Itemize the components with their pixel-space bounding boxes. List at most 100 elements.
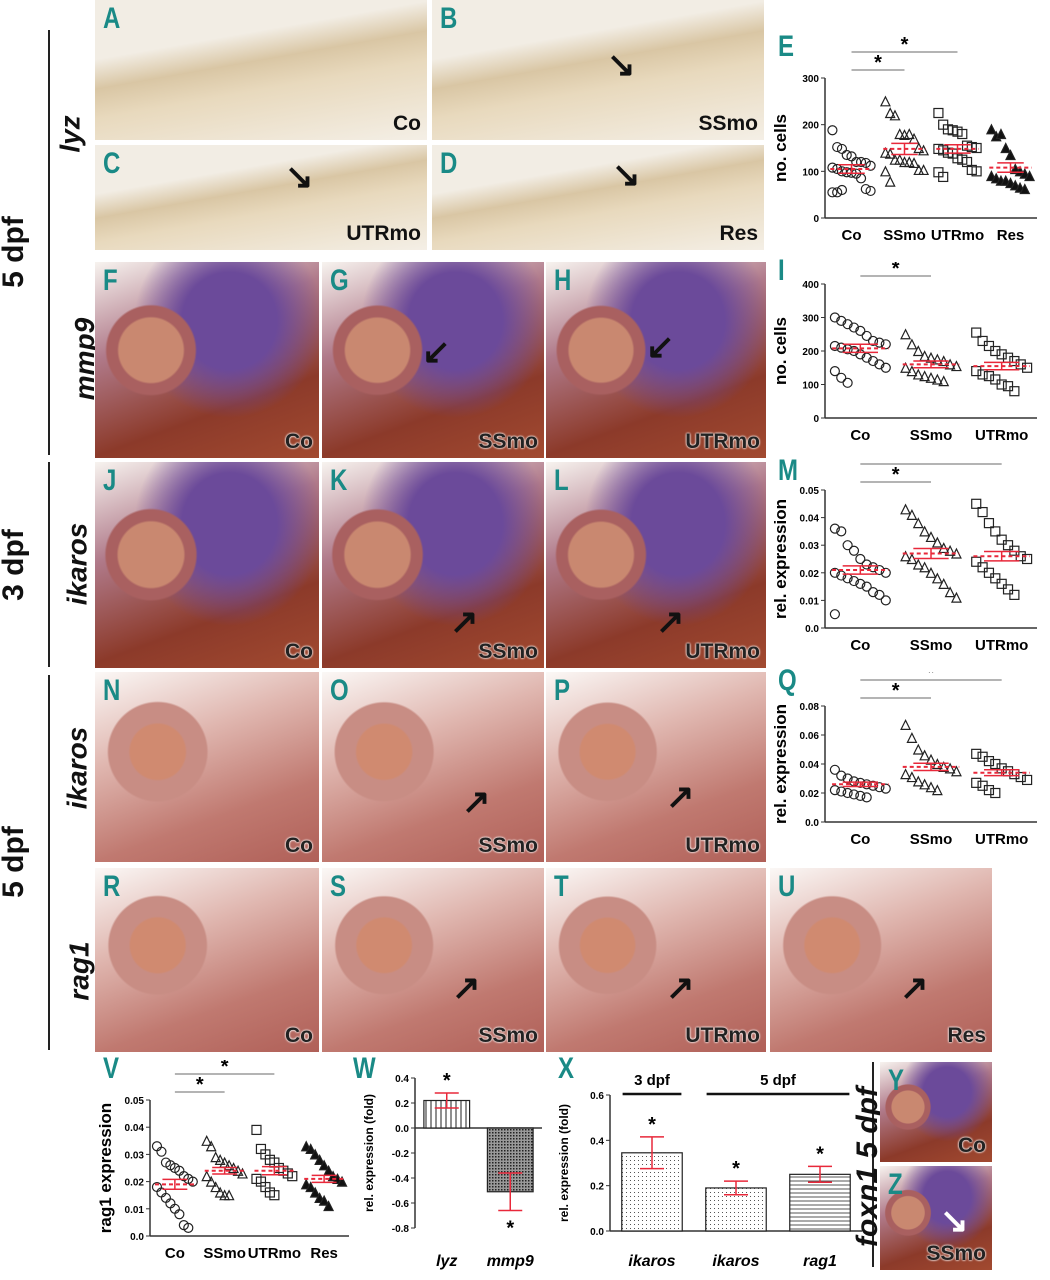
data-point: [336, 1175, 348, 1187]
data-point: [205, 1175, 217, 1187]
panel-letter: C: [103, 147, 121, 180]
x-tick-label: Res: [997, 227, 1025, 244]
condition-label: UTRmo: [346, 222, 421, 245]
data-point: [201, 1134, 213, 1146]
data-point: [983, 784, 995, 796]
chart-V: V 0.0 0.01 0.02 0.03 0.04 0.05 rag1 expression C…: [95, 1052, 357, 1278]
data-point: [842, 773, 853, 784]
data-point: [996, 379, 1007, 390]
significance-star: *: [927, 462, 935, 468]
data-point: [848, 345, 860, 357]
data-point: [990, 526, 1001, 537]
data-point: [880, 567, 891, 578]
data-point: [977, 369, 988, 380]
arrow-icon: ↙: [422, 333, 451, 371]
chart-Q: Q 0.0 0.02 0.04 0.06 0.08 rel. expression Co SSm…: [770, 664, 1045, 864]
data-point: [906, 365, 918, 377]
data-point: [1022, 362, 1033, 373]
arrow-icon: ↙: [646, 328, 675, 366]
data-point: [912, 558, 924, 570]
condition-label: SSmo: [926, 1242, 986, 1265]
significance-star: *: [874, 52, 882, 74]
data-point: [832, 187, 843, 198]
data-point: [983, 755, 995, 767]
data-point: [884, 147, 896, 159]
data-point: [900, 328, 912, 340]
panel-letter: H: [554, 264, 572, 297]
data-point: [884, 175, 896, 187]
panel-letter: X: [558, 1052, 575, 1085]
data-point: [305, 1181, 317, 1193]
y-tick-label: 0.04: [800, 514, 820, 525]
condition-label: Co: [285, 1024, 313, 1047]
gene-label-ikaros: ikaros: [61, 522, 93, 606]
divider: [872, 1062, 874, 1267]
data-point: [318, 1194, 330, 1206]
data-point: [990, 787, 1001, 799]
photo-L: L ↗ UTRmo: [546, 462, 766, 668]
data-point: [1009, 589, 1020, 600]
data-point: [855, 578, 866, 589]
data-point: [971, 556, 982, 567]
y-tick-label: 0.4: [395, 1074, 409, 1085]
data-point: [861, 792, 872, 803]
data-point: [829, 567, 840, 578]
y-axis-label: rel. expression (fold): [362, 1094, 376, 1212]
data-point: [829, 764, 840, 775]
photo-N: N Co: [95, 672, 319, 862]
photo-O: O ↗ SSmo: [322, 672, 544, 862]
data-point: [174, 1209, 185, 1220]
data-point: [944, 762, 956, 774]
data-point: [995, 128, 1007, 140]
data-point: [836, 166, 848, 177]
chart-E: E 0 100 200 300 no. cells Co SSmo UTRmo Res * *: [770, 0, 1045, 260]
x-tick-label: SSmo: [910, 831, 953, 848]
x-tick-label: UTRmo: [975, 427, 1028, 444]
data-point: [187, 1176, 198, 1187]
data-point: [880, 783, 891, 794]
data-point: [880, 362, 891, 373]
panel-letter: R: [103, 870, 121, 903]
stage-label-5dpf: 5 dpf: [0, 826, 30, 898]
data-point: [906, 771, 918, 783]
data-point: [829, 365, 840, 377]
photo-S: S ↗ SSmo: [322, 868, 544, 1052]
condition-label: Co: [285, 834, 313, 857]
condition-label: Co: [285, 640, 313, 663]
x-tick-label: UTRmo: [931, 227, 984, 244]
y-tick-label: 0.2: [395, 1099, 409, 1110]
data-point: [919, 778, 931, 790]
data-point: [900, 550, 912, 562]
x-tick-label: Co: [850, 831, 870, 848]
panel-letter: V: [103, 1052, 120, 1085]
data-point: [1009, 545, 1020, 556]
data-point: [925, 781, 937, 793]
stage-label-5dpf: 5 dpf: [0, 216, 30, 288]
y-tick-label: 0.6: [590, 1091, 604, 1102]
arrow-icon: ↗: [900, 969, 929, 1007]
data-point: [919, 525, 931, 537]
data-point: [210, 1151, 222, 1163]
data-point: [836, 184, 848, 196]
condition-label: Co: [285, 430, 313, 453]
panel-letter: A: [103, 2, 121, 35]
y-tick-label: 0.0: [130, 1232, 144, 1243]
data-point: [903, 156, 915, 168]
condition-label: Co: [958, 1134, 986, 1157]
arrow-icon: ↗: [666, 969, 695, 1007]
arrow-icon: ↘: [612, 156, 641, 194]
data-point: [1009, 769, 1020, 780]
x-tick-label: ikaros: [628, 1253, 675, 1270]
data-point: [305, 1143, 317, 1155]
data-point: [223, 1189, 235, 1201]
x-tick-label: rag1: [803, 1253, 837, 1270]
data-point: [1015, 359, 1026, 370]
data-point: [210, 1181, 222, 1193]
x-tick-label: UTRmo: [975, 637, 1028, 654]
data-point: [851, 156, 862, 168]
data-point: [918, 144, 930, 156]
y-tick-label: 0.03: [125, 1150, 145, 1161]
data-point: [836, 342, 847, 353]
data-point: [848, 545, 860, 556]
